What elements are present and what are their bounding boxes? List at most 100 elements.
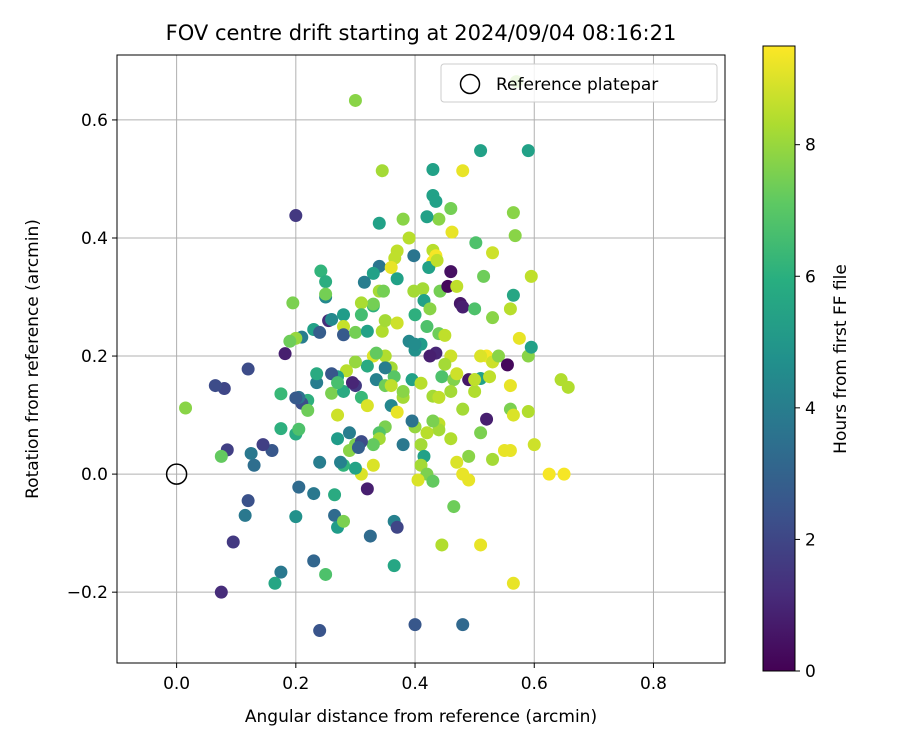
data-point [474, 349, 488, 363]
data-point [366, 297, 380, 311]
data-point [429, 194, 443, 208]
data-point [462, 449, 476, 463]
data-point [480, 412, 494, 426]
data-point [337, 328, 351, 342]
data-point [423, 302, 437, 316]
data-point [369, 346, 383, 360]
colorbar-ticks: 0 2 4 6 8 [795, 136, 816, 682]
data-point [405, 414, 419, 428]
x-axis-label: Angular distance from reference (arcmin) [245, 707, 597, 727]
data-point [342, 426, 356, 440]
data-point [506, 206, 520, 220]
data-point [503, 379, 517, 393]
data-point [331, 376, 345, 390]
data-point [375, 164, 389, 178]
data-point [241, 362, 255, 376]
data-point [274, 422, 288, 436]
data-point [348, 325, 362, 339]
data-point [337, 308, 351, 322]
data-point [420, 210, 434, 224]
data-point [348, 355, 362, 369]
data-point [423, 349, 437, 363]
data-point [319, 275, 333, 289]
data-point [360, 324, 374, 338]
data-point [214, 449, 228, 463]
data-point [483, 370, 497, 384]
data-point [292, 422, 306, 436]
data-point [402, 231, 416, 245]
data-point [354, 296, 368, 310]
data-point [411, 473, 425, 487]
data-point [506, 576, 520, 590]
data-point [313, 325, 327, 339]
data-point [325, 312, 339, 326]
data-point [375, 324, 389, 338]
data-point [506, 288, 520, 302]
data-point [292, 480, 306, 494]
data-point [508, 229, 522, 243]
data-point [348, 461, 362, 475]
data-point [524, 269, 538, 283]
data-point [486, 452, 500, 466]
data-point [378, 361, 392, 375]
data-point [351, 441, 365, 455]
data-point [325, 386, 339, 400]
data-point [387, 559, 401, 573]
data-point [179, 401, 193, 415]
data-point [441, 279, 455, 293]
legend: Reference platepar [440, 63, 718, 103]
data-point [390, 520, 404, 534]
data-point [238, 508, 252, 522]
data-point [477, 269, 491, 283]
data-point [268, 576, 282, 590]
data-point [360, 359, 374, 373]
data-point [456, 467, 470, 481]
colorbar-tick-label: 2 [805, 530, 816, 550]
x-tick-label: 0.6 [521, 674, 548, 694]
data-point [348, 93, 362, 107]
data-point [328, 488, 342, 502]
data-point [521, 144, 535, 158]
data-point [372, 216, 386, 230]
data-point [390, 316, 404, 330]
data-point [241, 494, 255, 508]
data-point [426, 163, 440, 177]
data-point [366, 458, 380, 472]
data-point [438, 328, 452, 342]
data-point [456, 402, 470, 416]
x-tick-label: 0.8 [640, 674, 667, 694]
data-point [474, 144, 488, 158]
data-point [331, 432, 345, 446]
data-point [289, 391, 303, 405]
data-point [414, 376, 428, 390]
colorbar-tick-label: 8 [805, 136, 816, 156]
reference-marker-layer [165, 463, 188, 485]
data-point [527, 438, 541, 452]
y-axis-label: Rotation from reference (arcmin) [23, 219, 43, 499]
colorbar-label: Hours from first FF file [831, 264, 851, 454]
data-point [444, 432, 458, 446]
plot-frame [116, 54, 726, 664]
data-point [274, 565, 288, 579]
x-tick-label: 0.2 [282, 674, 309, 694]
chart-title: FOV centre drift starting at 2024/09/04 … [166, 21, 677, 45]
data-point [432, 390, 446, 404]
data-point [438, 357, 452, 371]
data-point [503, 302, 517, 316]
data-point [426, 414, 440, 428]
data-point [396, 212, 410, 226]
data-point [450, 367, 464, 381]
data-point [334, 455, 348, 469]
x-axis-ticks: 0.0 0.2 0.4 0.6 0.8 [163, 663, 667, 694]
data-point [432, 212, 446, 226]
colorbar-tick-label: 4 [805, 399, 816, 419]
data-point [408, 618, 422, 632]
data-point [208, 379, 222, 393]
x-tick-label: 0.4 [402, 674, 429, 694]
data-point [469, 236, 483, 250]
data-point [301, 403, 315, 417]
data-point [244, 446, 258, 460]
data-point [313, 455, 327, 469]
data-point [450, 279, 464, 293]
